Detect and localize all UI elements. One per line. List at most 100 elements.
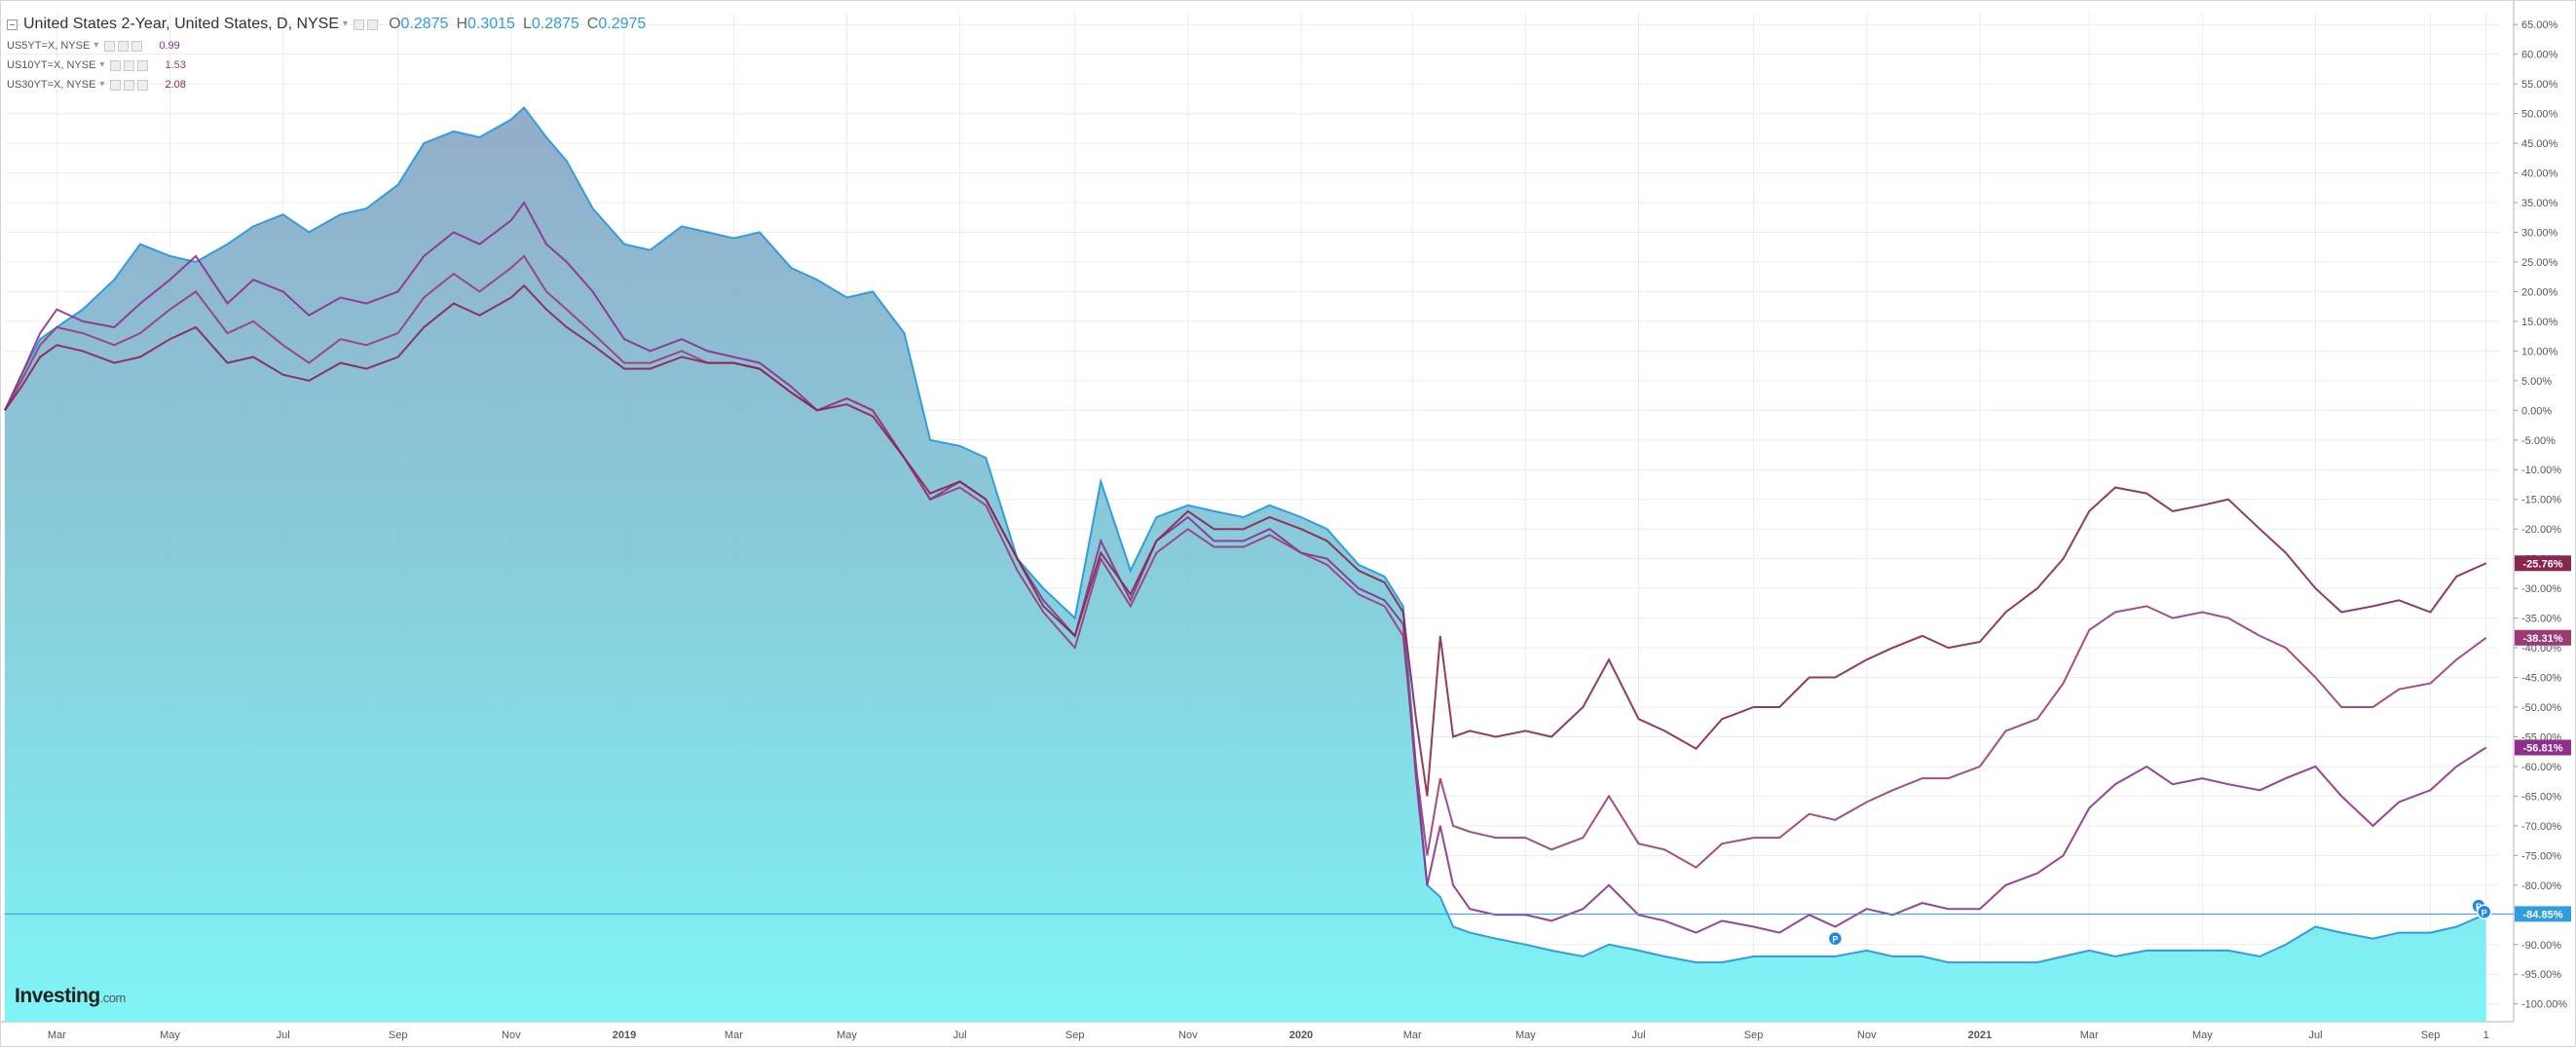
y-tick-label: -35.00% — [2521, 614, 2561, 625]
chevron-down-icon[interactable]: ▾ — [99, 59, 105, 70]
x-tick-label: 2020 — [1289, 1029, 1313, 1041]
study-value: 2.08 — [165, 79, 186, 91]
study-symbol: US5YT=X, NYSE — [7, 40, 91, 52]
y-tick-label: 30.00% — [2521, 227, 2558, 239]
event-marker — [1827, 930, 1844, 947]
y-tick-label: -30.00% — [2521, 583, 2561, 595]
series-line-2-year — [4, 106, 2487, 964]
x-tick-label: May — [1515, 1029, 1536, 1041]
legend-study-row[interactable]: US10YT=X, NYSE ▾ 1.53 — [7, 56, 646, 75]
visibility-toggle-icon[interactable] — [110, 79, 122, 91]
y-tick-label: 60.00% — [2521, 50, 2558, 61]
legend-study-row[interactable]: US30YT=X, NYSE ▾ 2.08 — [7, 75, 646, 94]
study-value: 1.53 — [165, 59, 186, 71]
last-value-tag — [2515, 555, 2571, 572]
series-area-fill — [5, 107, 2486, 1022]
series-line-us10yt — [4, 254, 2487, 869]
settings-icon[interactable] — [118, 40, 130, 52]
y-tick-label: -20.00% — [2521, 524, 2561, 536]
x-tick-label: Mar — [1403, 1029, 1422, 1041]
close-label: C — [586, 16, 599, 32]
y-tick-label: 20.00% — [2521, 286, 2558, 298]
study-symbol: US30YT=X, NYSE — [7, 79, 96, 91]
close-icon[interactable] — [137, 79, 149, 91]
x-tick-label: May — [2192, 1029, 2213, 1041]
event-marker-label: P — [1832, 935, 1838, 945]
settings-icon[interactable] — [124, 79, 135, 91]
y-tick-label: 45.00% — [2521, 138, 2558, 150]
last-value-tag — [2515, 906, 2571, 922]
y-tick-label: 40.00% — [2521, 168, 2558, 180]
chevron-down-icon[interactable]: ▾ — [93, 40, 99, 51]
chart-legend: − United States 2-Year, United States, D… — [7, 13, 646, 94]
x-tick-label: May — [837, 1029, 857, 1041]
y-tick-label: 0.00% — [2521, 405, 2552, 417]
x-tick-label: Sep — [389, 1029, 408, 1041]
y-tick-label: -65.00% — [2521, 791, 2561, 803]
last-value-label: -38.31% — [2523, 633, 2563, 645]
logo-text: Investing — [15, 985, 100, 1007]
y-tick-label: 65.00% — [2521, 19, 2558, 31]
last-value-tag — [2515, 629, 2571, 646]
last-value-label: -56.81% — [2523, 743, 2563, 755]
investing-logo: Investing.com — [15, 985, 126, 1008]
y-tick-label: -50.00% — [2521, 702, 2561, 714]
visibility-toggle-icon[interactable] — [104, 40, 116, 52]
y-tick-label: 10.00% — [2521, 346, 2558, 357]
y-tick-label: 50.00% — [2521, 109, 2558, 121]
settings-icon[interactable] — [124, 59, 135, 71]
y-tick-label: 25.00% — [2521, 257, 2558, 269]
close-icon[interactable] — [131, 40, 143, 52]
y-tick-label: 35.00% — [2521, 198, 2558, 209]
x-tick-label: Mar — [725, 1029, 743, 1041]
y-tick-label: -5.00% — [2521, 435, 2556, 447]
last-value-tag — [2515, 739, 2571, 756]
high-label: H — [456, 16, 468, 32]
study-symbol: US10YT=X, NYSE — [7, 59, 96, 71]
x-tick-label: Jul — [277, 1029, 290, 1041]
y-tick-label: -100.00% — [2521, 999, 2567, 1011]
series-line-us5yt — [4, 201, 2487, 934]
chevron-down-icon[interactable]: ▾ — [99, 79, 105, 90]
x-tick-label: 2021 — [1968, 1029, 1992, 1041]
visibility-toggle-icon[interactable] — [110, 59, 122, 71]
y-tick-label: 55.00% — [2521, 79, 2558, 91]
event-marker-label: P — [2482, 908, 2487, 917]
x-tick-label: Sep — [1065, 1029, 1085, 1041]
y-tick-label: 5.00% — [2521, 376, 2552, 388]
legend-main-row[interactable]: − United States 2-Year, United States, D… — [7, 13, 646, 36]
visibility-toggle-icon[interactable] — [354, 19, 365, 30]
y-tick-label: 15.00% — [2521, 317, 2558, 328]
open-label: O — [389, 16, 401, 32]
chevron-down-icon[interactable]: ▾ — [343, 19, 349, 29]
y-tick-label: -75.00% — [2521, 850, 2561, 862]
x-tick-label: Nov — [502, 1029, 521, 1041]
y-tick-label: -10.00% — [2521, 465, 2561, 476]
x-tick-label: Jul — [2308, 1029, 2322, 1041]
x-tick-label: 2019 — [613, 1029, 636, 1041]
x-tick-label: 1 — [2483, 1029, 2489, 1041]
y-tick-label: -15.00% — [2521, 495, 2561, 506]
y-tick-label: -95.00% — [2521, 969, 2561, 981]
high-value: 0.3015 — [467, 16, 515, 32]
legend-study-row[interactable]: US5YT=X, NYSE ▾ 0.99 — [7, 36, 646, 56]
y-tick-label: -80.00% — [2521, 880, 2561, 892]
legend-main-title: United States 2-Year, United States, D, … — [23, 16, 340, 32]
series-line-us30yt — [4, 283, 2487, 797]
last-value-label: -25.76% — [2523, 558, 2563, 570]
x-tick-label: May — [160, 1029, 180, 1041]
x-tick-label: Nov — [1178, 1029, 1198, 1041]
low-label: L — [522, 16, 532, 32]
y-tick-label: -70.00% — [2521, 821, 2561, 833]
settings-icon[interactable] — [367, 19, 379, 30]
x-tick-label: Jul — [1631, 1029, 1645, 1041]
close-icon[interactable] — [137, 59, 149, 71]
y-tick-label: -45.00% — [2521, 673, 2561, 685]
x-tick-label: Mar — [48, 1029, 66, 1041]
logo-suffix: .com — [99, 991, 127, 1005]
collapse-legend-icon[interactable]: − — [7, 19, 18, 30]
study-value: 0.99 — [159, 40, 180, 52]
low-value: 0.2875 — [531, 16, 579, 32]
